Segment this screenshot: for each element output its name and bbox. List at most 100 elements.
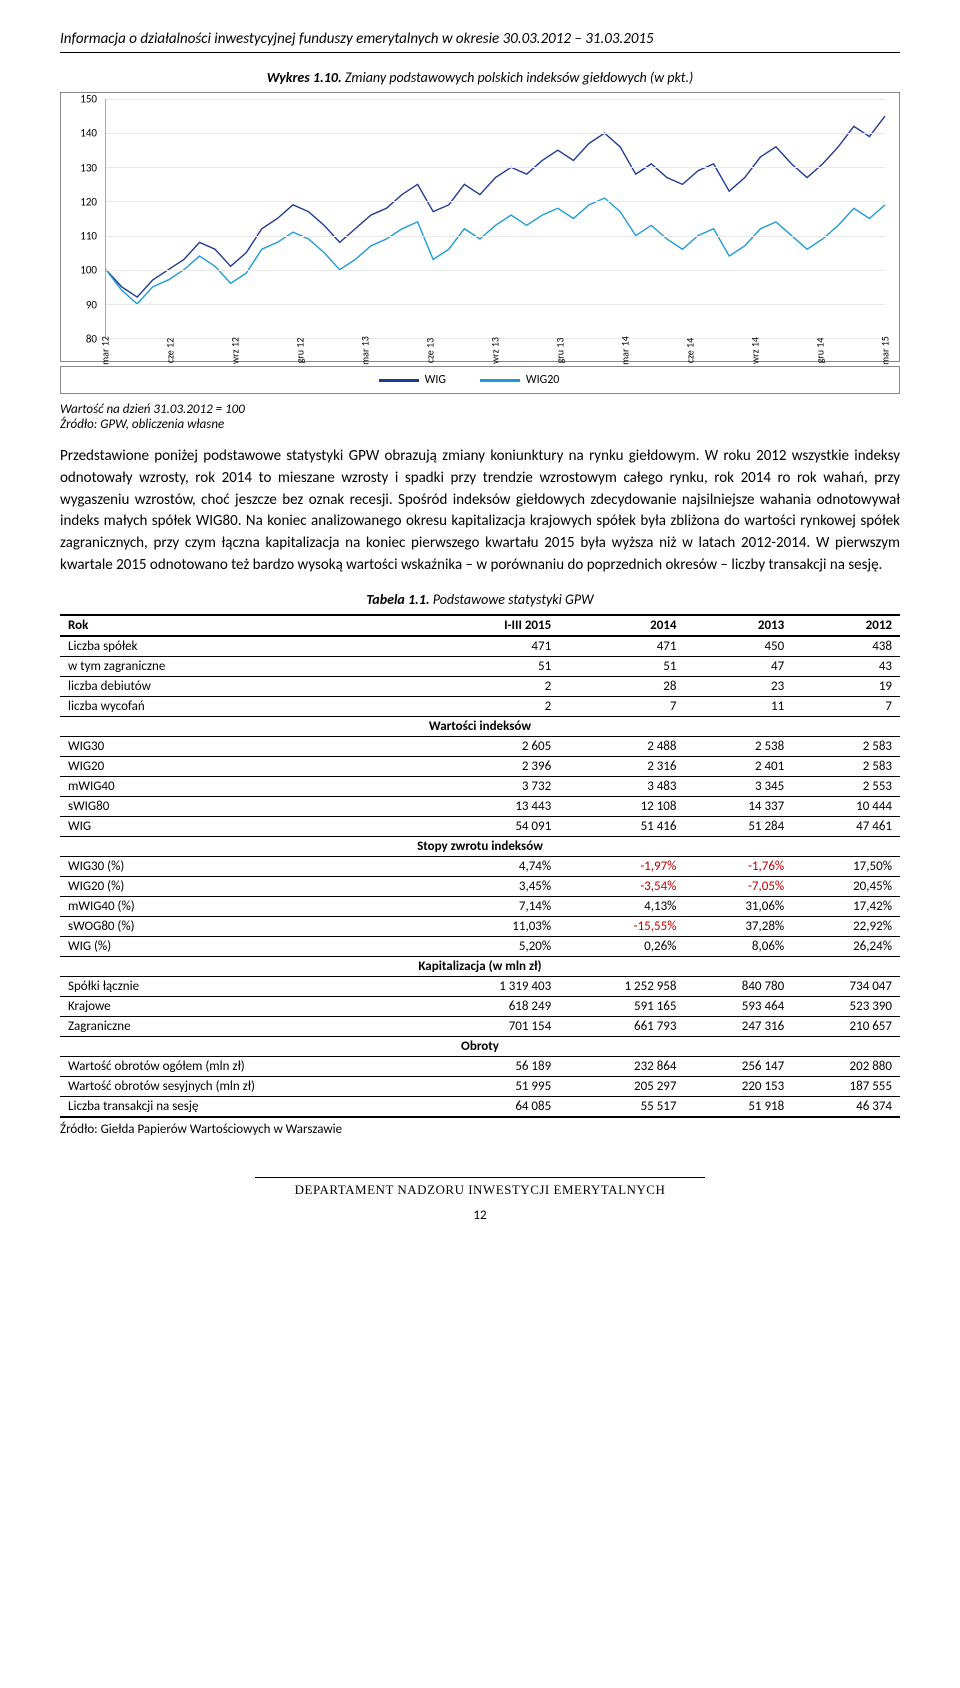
- table-cell: 17,50%: [792, 856, 900, 876]
- table-cell-label: WIG: [60, 816, 434, 836]
- table-cell: 3 732: [434, 776, 559, 796]
- table-cell: 2: [434, 696, 559, 716]
- table-cell: 187 555: [792, 1076, 900, 1096]
- table-section-label: Wartości indeksów: [60, 716, 900, 736]
- chart-source-note: Wartość na dzień 31.03.2012 = 100 Źródło…: [60, 402, 900, 432]
- x-tick-label: wrz 13: [489, 337, 502, 364]
- table-cell: 438: [792, 636, 900, 657]
- table-cell: 3 345: [684, 776, 792, 796]
- table-cell-label: Spółki łącznie: [60, 976, 434, 996]
- chart-x-axis: mar 12cze 12wrz 12gru 12mar 13cze 13wrz …: [105, 339, 885, 359]
- table-row: WIG202 3962 3162 4012 583: [60, 756, 900, 776]
- table-source: Źródło: Giełda Papierów Wartościowych w …: [60, 1122, 900, 1137]
- x-tick-label: cze 14: [684, 338, 697, 363]
- table-cell: 7: [559, 696, 684, 716]
- table-cell: 51 284: [684, 816, 792, 836]
- table-cell: 46 374: [792, 1096, 900, 1117]
- y-tick-label: 120: [80, 195, 97, 208]
- table-cell-label: sWIG80: [60, 796, 434, 816]
- x-tick-label: cze 12: [163, 338, 176, 363]
- table-cell: 2 538: [684, 736, 792, 756]
- y-tick-label: 80: [86, 333, 97, 346]
- table-cell: 2 583: [792, 756, 900, 776]
- table-cell: 11,03%: [434, 916, 559, 936]
- y-tick-label: 150: [80, 93, 97, 106]
- table-cell: 2 396: [434, 756, 559, 776]
- table-cell: 2 316: [559, 756, 684, 776]
- x-tick-label: mar 15: [879, 336, 892, 365]
- table-cell-label: Liczba transakcji na sesję: [60, 1096, 434, 1117]
- legend-label: WIG: [425, 373, 446, 387]
- table-cell: 471: [434, 636, 559, 657]
- table-header-cell: I-III 2015: [434, 615, 559, 636]
- table-row: Krajowe618 249591 165593 464523 390: [60, 996, 900, 1016]
- table-cell: 7,14%: [434, 896, 559, 916]
- table-cell: 232 864: [559, 1056, 684, 1076]
- table-row: mWIG403 7323 4833 3452 553: [60, 776, 900, 796]
- table-header-cell: 2013: [684, 615, 792, 636]
- table-cell: 51 416: [559, 816, 684, 836]
- y-tick-label: 110: [80, 230, 97, 243]
- table-cell: 202 880: [792, 1056, 900, 1076]
- table-cell-label: liczba wycofań: [60, 696, 434, 716]
- table-cell-label: WIG30 (%): [60, 856, 434, 876]
- page-number: 12: [60, 1208, 900, 1223]
- table-section-header: Wartości indeksów: [60, 716, 900, 736]
- table-cell: 31,06%: [684, 896, 792, 916]
- table-section-header: Stopy zwrotu indeksów: [60, 836, 900, 856]
- table-section-header: Obroty: [60, 1036, 900, 1056]
- table-cell: 23: [684, 676, 792, 696]
- table-cell: -3,54%: [559, 876, 684, 896]
- table-cell: 450: [684, 636, 792, 657]
- table-title-text: Podstawowe statystyki GPW: [433, 591, 594, 608]
- table-cell: 11: [684, 696, 792, 716]
- table-cell: 51: [559, 656, 684, 676]
- table-row: liczba wycofań27117: [60, 696, 900, 716]
- x-tick-label: mar 14: [618, 336, 631, 365]
- table-cell: 591 165: [559, 996, 684, 1016]
- chart-area: 8090100110120130140150 mar 12cze 12wrz 1…: [71, 99, 889, 359]
- table-cell-label: WIG20 (%): [60, 876, 434, 896]
- table-row: WIG302 6052 4882 5382 583: [60, 736, 900, 756]
- table-section-label: Kapitalizacja (w mln zł): [60, 956, 900, 976]
- chart-title-text: Zmiany podstawowych polskich indeksów gi…: [345, 69, 693, 86]
- table-cell: 4,74%: [434, 856, 559, 876]
- table-row: Liczba transakcji na sesję64 08555 51751…: [60, 1096, 900, 1117]
- table-cell: 22,92%: [792, 916, 900, 936]
- table-row: Spółki łącznie1 319 4031 252 958840 7807…: [60, 976, 900, 996]
- table-section-label: Stopy zwrotu indeksów: [60, 836, 900, 856]
- chart-title: Wykres 1.10. Zmiany podstawowych polskic…: [60, 69, 900, 86]
- table-cell: 20,45%: [792, 876, 900, 896]
- table-cell-label: WIG (%): [60, 936, 434, 956]
- table-cell-label: WIG20: [60, 756, 434, 776]
- table-cell-label: sWOG80 (%): [60, 916, 434, 936]
- x-tick-label: gru 13: [554, 338, 567, 364]
- table-cell: 2 605: [434, 736, 559, 756]
- table-cell: 0,26%: [559, 936, 684, 956]
- table-row: WIG54 09151 41651 28447 461: [60, 816, 900, 836]
- table-cell: 5,20%: [434, 936, 559, 956]
- table-row: WIG (%)5,20%0,26%8,06%26,24%: [60, 936, 900, 956]
- table-cell: 2: [434, 676, 559, 696]
- table-cell: 51 918: [684, 1096, 792, 1117]
- table-cell-label: mWIG40: [60, 776, 434, 796]
- page-header: Informacja o działalności inwestycyjnej …: [60, 30, 900, 53]
- table-cell-label: Wartość obrotów sesyjnych (mln zł): [60, 1076, 434, 1096]
- table-cell: 10 444: [792, 796, 900, 816]
- table-cell: 3 483: [559, 776, 684, 796]
- x-tick-label: cze 13: [424, 338, 437, 363]
- chart-container: 8090100110120130140150 mar 12cze 12wrz 1…: [60, 92, 900, 362]
- table-cell: 618 249: [434, 996, 559, 1016]
- table-cell: 64 085: [434, 1096, 559, 1117]
- chart-y-axis: 8090100110120130140150: [71, 99, 101, 339]
- y-tick-label: 90: [86, 298, 97, 311]
- legend-swatch: [480, 379, 520, 382]
- x-tick-label: mar 12: [99, 336, 112, 365]
- table-cell: 701 154: [434, 1016, 559, 1036]
- table-cell: 471: [559, 636, 684, 657]
- source-line-2: Źródło: GPW, obliczenia własne: [60, 417, 900, 432]
- table-cell: -1,97%: [559, 856, 684, 876]
- table-row: w tym zagraniczne51514743: [60, 656, 900, 676]
- table-cell: 205 297: [559, 1076, 684, 1096]
- source-line-1: Wartość na dzień 31.03.2012 = 100: [60, 402, 900, 417]
